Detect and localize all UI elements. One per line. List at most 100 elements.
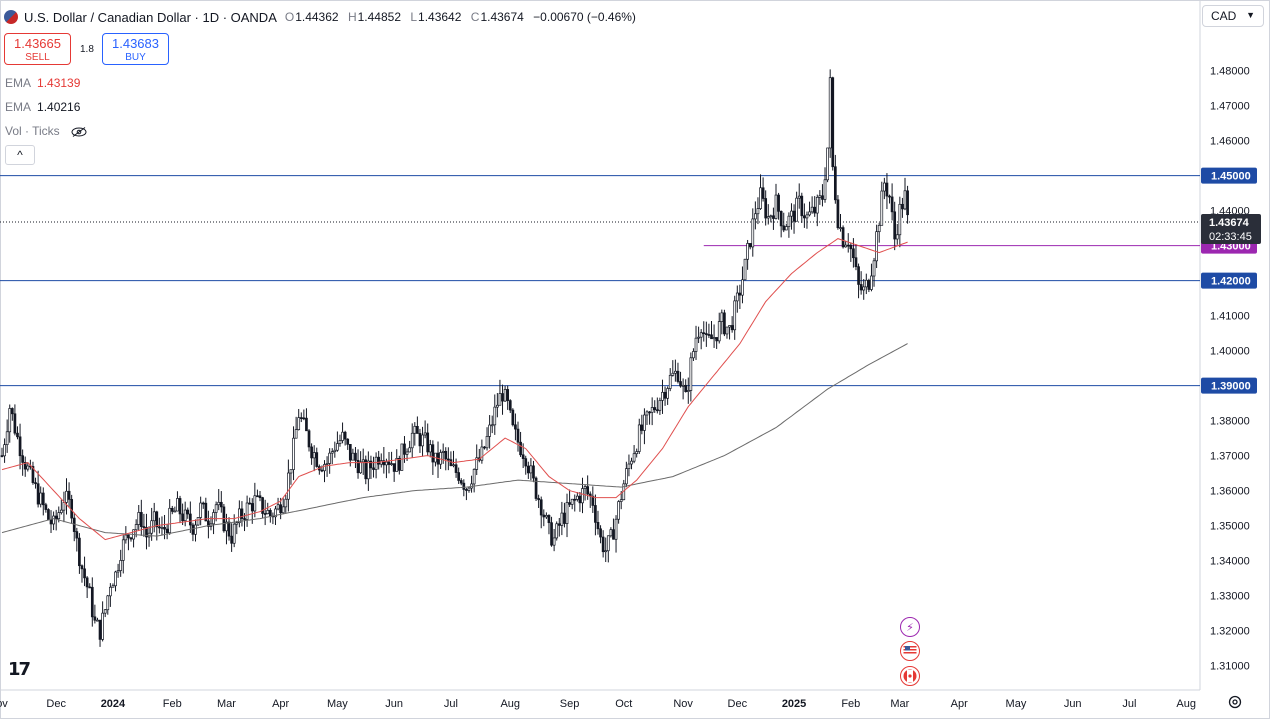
settings-gear-icon[interactable] <box>1227 694 1243 710</box>
ema-slow-value: 1.40216 <box>37 100 81 114</box>
collapse-legend-button[interactable]: ^ <box>5 145 35 165</box>
candle-body <box>315 452 319 467</box>
candle-body <box>521 454 525 459</box>
price-tick-label: 1.47000 <box>1210 101 1250 113</box>
candle-body <box>575 495 579 500</box>
candle-body <box>826 147 829 181</box>
candle-body <box>439 452 442 465</box>
candle-body <box>901 203 904 210</box>
candle-body <box>766 216 770 219</box>
ema-fast-legend[interactable]: EMA 1.43139 <box>5 76 80 90</box>
candle-body <box>106 595 110 611</box>
candle-body <box>857 266 860 285</box>
candle-body <box>550 522 553 546</box>
candle-body <box>637 424 641 452</box>
candle-body <box>787 215 791 227</box>
level-price-label-bg <box>1201 167 1257 184</box>
ema-slow-legend[interactable]: EMA 1.40216 <box>5 100 80 114</box>
candle-body <box>635 451 639 455</box>
candle-body <box>142 526 146 528</box>
price-tick-label: 1.38000 <box>1210 416 1250 428</box>
candle-body <box>431 444 435 463</box>
candle-body <box>511 409 515 426</box>
candle-body <box>372 467 375 470</box>
us-flag-icon[interactable] <box>900 641 920 661</box>
candle-body <box>870 275 873 290</box>
ema-fast-value: 1.43139 <box>37 76 81 90</box>
price-tick-label: 1.37000 <box>1210 451 1250 463</box>
candle-body <box>196 517 200 526</box>
candle-body <box>444 450 448 460</box>
candle-body <box>630 460 633 465</box>
level-price-label: 1.45000 <box>1211 171 1251 183</box>
symbol-header: U.S. Dollar / Canadian Dollar · 1D · OAN… <box>4 8 636 26</box>
candle-body <box>529 465 533 474</box>
sell-button[interactable]: 1.43665 SELL <box>4 33 71 65</box>
candle-body <box>792 210 796 222</box>
candle-body <box>655 409 659 412</box>
candle-body <box>516 428 520 443</box>
candle-body <box>421 434 424 447</box>
change-value: −0.00670 (−0.46%) <box>533 10 636 24</box>
candle-body <box>645 411 649 416</box>
candle-body <box>508 400 512 411</box>
candle-body <box>898 203 902 236</box>
candle-body <box>606 535 610 552</box>
price-tick-label: 1.40000 <box>1210 346 1250 358</box>
candle-body <box>537 498 540 501</box>
level-price-label: 1.42000 <box>1211 276 1251 288</box>
candle-body <box>47 509 50 520</box>
candle-body <box>524 458 528 467</box>
usd-cad-flag-icon <box>4 10 18 24</box>
candle-body <box>795 197 798 222</box>
candle-body <box>243 518 246 520</box>
candle-body <box>10 408 14 415</box>
candle-body <box>702 332 706 335</box>
candle-body <box>416 425 419 434</box>
candle-body <box>80 565 84 570</box>
canada-flag-icon[interactable] <box>900 666 920 686</box>
time-tick-label: Dec <box>46 698 66 710</box>
candle-body <box>581 488 584 504</box>
candle-body <box>116 570 120 573</box>
volume-legend[interactable]: Vol · Ticks <box>5 124 87 138</box>
candle-body <box>452 464 455 467</box>
sell-label: SELL <box>25 52 50 63</box>
candle-body <box>114 571 117 587</box>
candle-body <box>307 430 311 448</box>
candle-body <box>410 432 414 449</box>
currency-value: CAD <box>1211 9 1237 23</box>
candle-body <box>764 198 768 219</box>
candle-body <box>573 498 577 501</box>
ema-fast-label: EMA <box>5 76 32 90</box>
lightning-icon[interactable]: ⚡ <box>900 617 920 637</box>
candle-body <box>663 391 667 399</box>
candle-body <box>90 586 94 618</box>
candle-body <box>854 257 858 268</box>
candle-body <box>643 414 646 431</box>
candle-body <box>310 446 313 459</box>
candle-body <box>472 469 476 485</box>
candle-body <box>250 503 254 512</box>
candle-body <box>836 199 840 229</box>
candle-body <box>578 495 582 504</box>
candle-body <box>341 431 344 441</box>
currency-select[interactable]: CAD ▼ <box>1202 5 1264 27</box>
symbol-title[interactable]: U.S. Dollar / Canadian Dollar · 1D · OAN… <box>24 9 277 25</box>
candle-body <box>245 502 249 520</box>
last-price-bg <box>1201 214 1261 245</box>
candle-body <box>555 523 559 539</box>
candle-body <box>877 224 881 233</box>
buy-button[interactable]: 1.43683 BUY <box>102 33 169 65</box>
candle-body <box>289 469 293 474</box>
candle-body <box>627 463 631 470</box>
candle-body <box>568 502 571 505</box>
candle-body <box>586 486 590 495</box>
candle-body <box>109 586 112 597</box>
candle-body <box>601 536 605 553</box>
candle-body <box>503 389 507 402</box>
candle-body <box>405 451 409 455</box>
hidden-eye-icon[interactable] <box>71 126 87 137</box>
candle-body <box>305 417 308 432</box>
